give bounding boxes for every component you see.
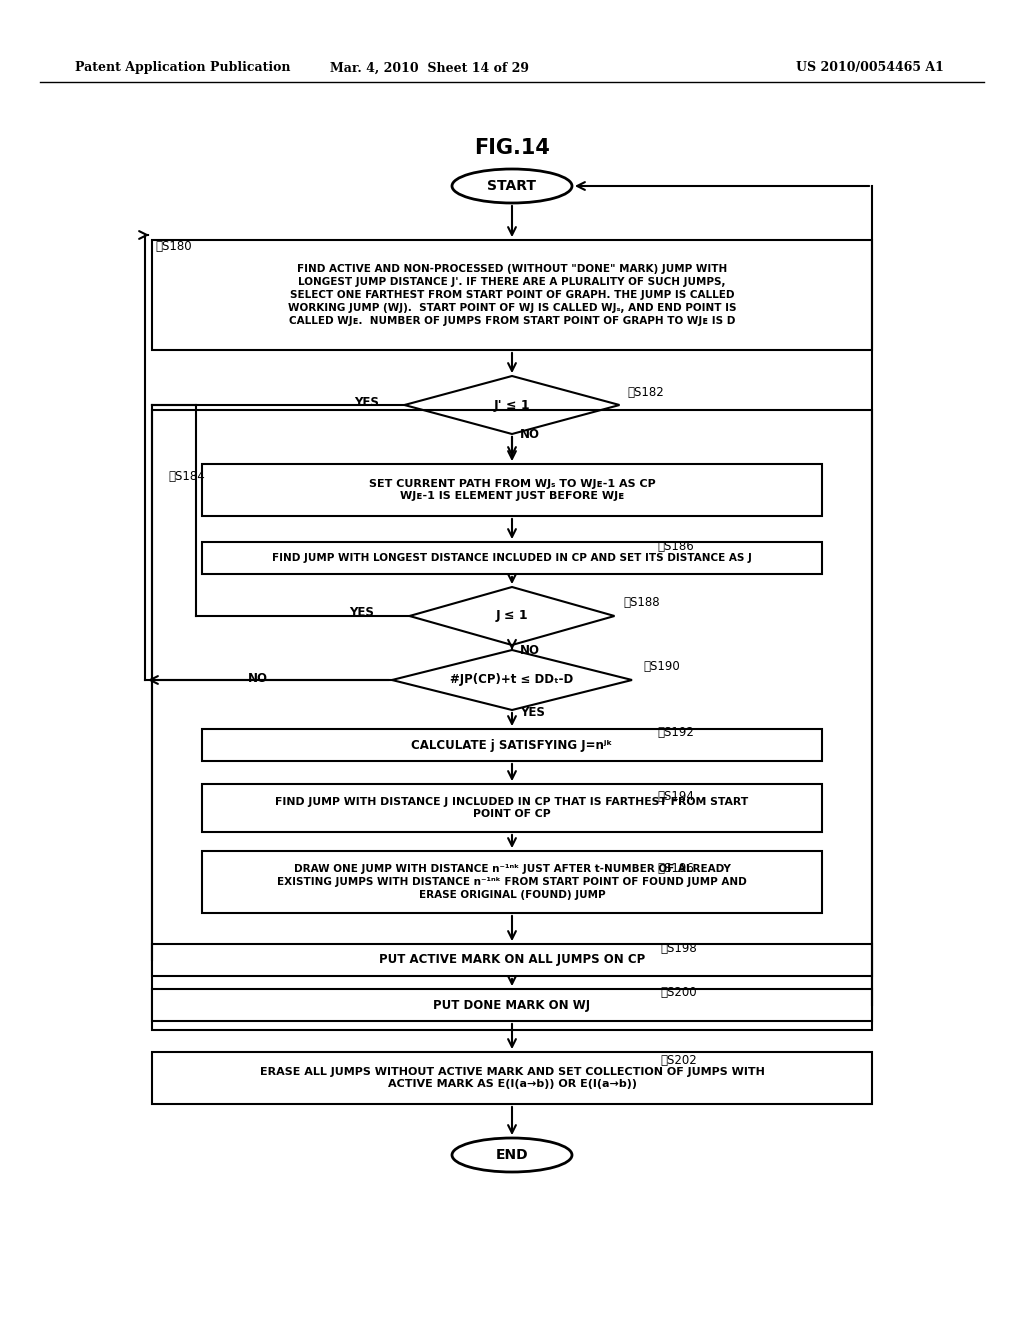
Bar: [202, 784, 822, 832]
Text: END: END: [496, 1148, 528, 1162]
Bar: [202, 465, 822, 516]
Text: YES: YES: [520, 706, 545, 719]
Bar: [152, 944, 872, 975]
Text: ⌕S200: ⌕S200: [660, 986, 696, 999]
Text: NO: NO: [520, 644, 540, 657]
Text: START: START: [487, 180, 537, 193]
Text: PUT ACTIVE MARK ON ALL JUMPS ON CP: PUT ACTIVE MARK ON ALL JUMPS ON CP: [379, 953, 645, 966]
Polygon shape: [392, 649, 632, 710]
Text: SET CURRENT PATH FROM WJₛ TO WJᴇ-1 AS CP
WJᴇ-1 IS ELEMENT JUST BEFORE WJᴇ: SET CURRENT PATH FROM WJₛ TO WJᴇ-1 AS CP…: [369, 479, 655, 502]
Text: Mar. 4, 2010  Sheet 14 of 29: Mar. 4, 2010 Sheet 14 of 29: [331, 62, 529, 74]
Text: DRAW ONE JUMP WITH DISTANCE n⁻¹ⁿᵏ JUST AFTER t-NUMBER OF ALREADY
EXISTING JUMPS : DRAW ONE JUMP WITH DISTANCE n⁻¹ⁿᵏ JUST A…: [278, 865, 746, 900]
Text: ⌕S202: ⌕S202: [660, 1053, 696, 1067]
Text: FIND JUMP WITH LONGEST DISTANCE INCLUDED IN CP AND SET ITS DISTANCE AS J: FIND JUMP WITH LONGEST DISTANCE INCLUDED…: [272, 553, 752, 564]
Text: ⌕S182: ⌕S182: [627, 385, 664, 399]
Bar: [202, 543, 822, 574]
Text: ⌕S184: ⌕S184: [168, 470, 205, 483]
Text: ERASE ALL JUMPS WITHOUT ACTIVE MARK AND SET COLLECTION OF JUMPS WITH
ACTIVE MARK: ERASE ALL JUMPS WITHOUT ACTIVE MARK AND …: [259, 1067, 765, 1089]
Text: ⌕S192: ⌕S192: [657, 726, 694, 739]
Text: ⌕S196: ⌕S196: [657, 862, 694, 875]
Text: YES: YES: [349, 606, 375, 619]
Text: FIND ACTIVE AND NON-PROCESSED (WITHOUT "DONE" MARK) JUMP WITH
LONGEST JUMP DISTA: FIND ACTIVE AND NON-PROCESSED (WITHOUT "…: [288, 264, 736, 326]
Ellipse shape: [452, 1138, 572, 1172]
Text: NO: NO: [248, 672, 268, 685]
Text: #JP(CP)+t ≤ DDₜ-D: #JP(CP)+t ≤ DDₜ-D: [451, 673, 573, 686]
Text: ⌕S190: ⌕S190: [643, 660, 680, 673]
Text: ⌕S198: ⌕S198: [660, 941, 696, 954]
Text: J ≤ 1: J ≤ 1: [496, 610, 528, 623]
Text: ⌕S188: ⌕S188: [623, 597, 659, 610]
Text: ⌕S194: ⌕S194: [657, 789, 694, 803]
Text: ⌕S186: ⌕S186: [657, 540, 693, 553]
Text: PUT DONE MARK ON WJ: PUT DONE MARK ON WJ: [433, 998, 591, 1011]
Bar: [152, 240, 872, 350]
Bar: [202, 851, 822, 913]
Polygon shape: [410, 587, 614, 645]
Text: NO: NO: [520, 428, 540, 441]
Text: FIND JUMP WITH DISTANCE J INCLUDED IN CP THAT IS FARTHEST FROM START
POINT OF CP: FIND JUMP WITH DISTANCE J INCLUDED IN CP…: [275, 796, 749, 820]
Text: Patent Application Publication: Patent Application Publication: [75, 62, 291, 74]
Text: US 2010/0054465 A1: US 2010/0054465 A1: [796, 62, 944, 74]
Bar: [152, 411, 872, 1030]
Bar: [202, 729, 822, 762]
Text: FIG.14: FIG.14: [474, 139, 550, 158]
Polygon shape: [404, 376, 620, 434]
Ellipse shape: [452, 169, 572, 203]
Text: CALCULATE j SATISFYING J=nʲᵏ: CALCULATE j SATISFYING J=nʲᵏ: [412, 738, 612, 751]
Bar: [152, 989, 872, 1020]
Bar: [152, 1052, 872, 1104]
Text: YES: YES: [354, 396, 380, 408]
Text: ⌕S180: ⌕S180: [155, 240, 191, 253]
Text: J' ≤ 1: J' ≤ 1: [494, 399, 530, 412]
